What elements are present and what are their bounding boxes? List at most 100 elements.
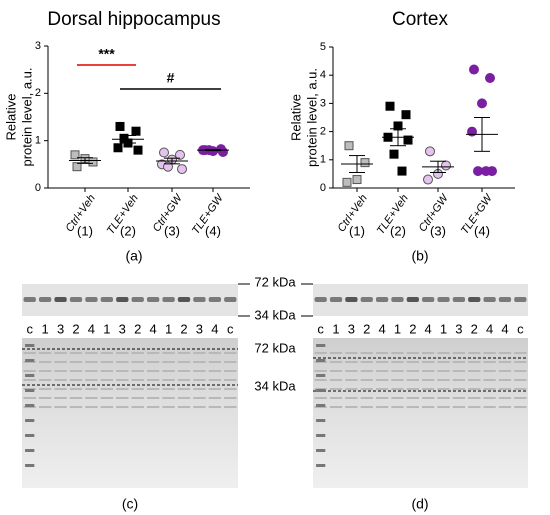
blot-band [69, 297, 83, 302]
group-label: (3) [430, 223, 446, 238]
gel-band [468, 379, 481, 381]
lane-label: 1 [165, 321, 172, 336]
y-tick-label: 3 [35, 40, 41, 52]
gel-band [54, 397, 67, 399]
ladder-band [25, 464, 35, 467]
gel-band [422, 388, 435, 390]
group-label: (1) [349, 223, 365, 238]
gel [313, 338, 528, 488]
blot-band [162, 297, 175, 302]
gel-band [498, 370, 512, 372]
lane-label: 3 [196, 321, 203, 336]
data-point [397, 166, 407, 176]
gel-band [406, 361, 419, 363]
ladder-band [25, 419, 35, 422]
gel-band [452, 361, 466, 363]
gel-band [193, 352, 206, 354]
lane-label: 1 [103, 321, 110, 336]
data-point [467, 126, 477, 137]
gel-band [329, 361, 343, 363]
blot-band [208, 297, 222, 302]
gel-band [131, 397, 144, 399]
lane-label: 3 [119, 321, 126, 336]
blot-band [437, 297, 450, 302]
gel-band [208, 379, 222, 381]
gel-band [131, 352, 144, 354]
lane-label: c [26, 321, 33, 336]
gel-band [116, 361, 129, 363]
lane-label: 1 [332, 321, 339, 336]
data-point [175, 149, 185, 160]
significance-label: *** [98, 46, 115, 62]
gel-band [38, 397, 52, 399]
gel-band [177, 370, 191, 372]
ladder-band [316, 419, 326, 422]
gel-band [69, 352, 83, 354]
blot-band [85, 297, 98, 302]
y-tick-label: 0 [35, 182, 41, 194]
gel-band [54, 361, 67, 363]
gel-band [345, 379, 358, 381]
ladder-band [316, 464, 326, 467]
gel-band [85, 361, 98, 363]
blot-band [131, 297, 144, 302]
blot-band [224, 297, 237, 302]
y-axis-label: Relative [3, 94, 18, 141]
group-label: (4) [474, 223, 490, 238]
lane-label: 4 [150, 321, 157, 336]
gel-band [329, 406, 343, 408]
data-point [88, 157, 98, 167]
lane-label: 3 [348, 321, 355, 336]
gel-band [38, 379, 52, 381]
gel-band [38, 388, 52, 390]
gel-band [193, 388, 206, 390]
ladder-band [316, 404, 326, 407]
blot-band [468, 297, 481, 302]
blot-band [329, 297, 343, 302]
gel-band [38, 361, 52, 363]
gel-band [360, 406, 373, 408]
y-axis-label: Relative [288, 94, 303, 141]
gel-band [69, 397, 83, 399]
gel-band [514, 379, 527, 381]
gel-band [406, 370, 419, 372]
ladder-band [316, 434, 326, 437]
gel-band [360, 379, 373, 381]
gel-band [360, 397, 373, 399]
gel-band [314, 397, 327, 399]
gel-band [224, 370, 237, 372]
data-point [403, 135, 413, 145]
gel-band [498, 379, 512, 381]
group-label: (3) [164, 223, 180, 238]
data-point [344, 141, 354, 151]
gel-band [514, 397, 527, 399]
gel-band [131, 370, 144, 372]
blot-band [193, 297, 206, 302]
gel-band [437, 397, 450, 399]
gel-band [345, 370, 358, 372]
blot-band [314, 297, 327, 302]
gel-band [422, 361, 435, 363]
blot-band [498, 297, 512, 302]
ladder-band [316, 359, 326, 362]
gel-band [391, 379, 404, 381]
blot-band [345, 297, 358, 302]
ladder-band [25, 449, 35, 452]
gel-band [391, 352, 404, 354]
gel-band [224, 406, 237, 408]
gel-band [391, 361, 404, 363]
gel-band [375, 352, 389, 354]
gel-band [177, 406, 191, 408]
lane-label: 2 [72, 321, 79, 336]
gel-band [514, 361, 527, 363]
marker-label: 72 kDa [254, 274, 296, 289]
lane-label: c [517, 321, 524, 336]
data-point [113, 143, 123, 153]
ladder-band [25, 344, 35, 347]
gel-band [85, 352, 98, 354]
gel-band [375, 361, 389, 363]
gel-band [100, 352, 114, 354]
gel-band [193, 379, 206, 381]
blot-band [54, 297, 67, 302]
blot-band [406, 297, 419, 302]
